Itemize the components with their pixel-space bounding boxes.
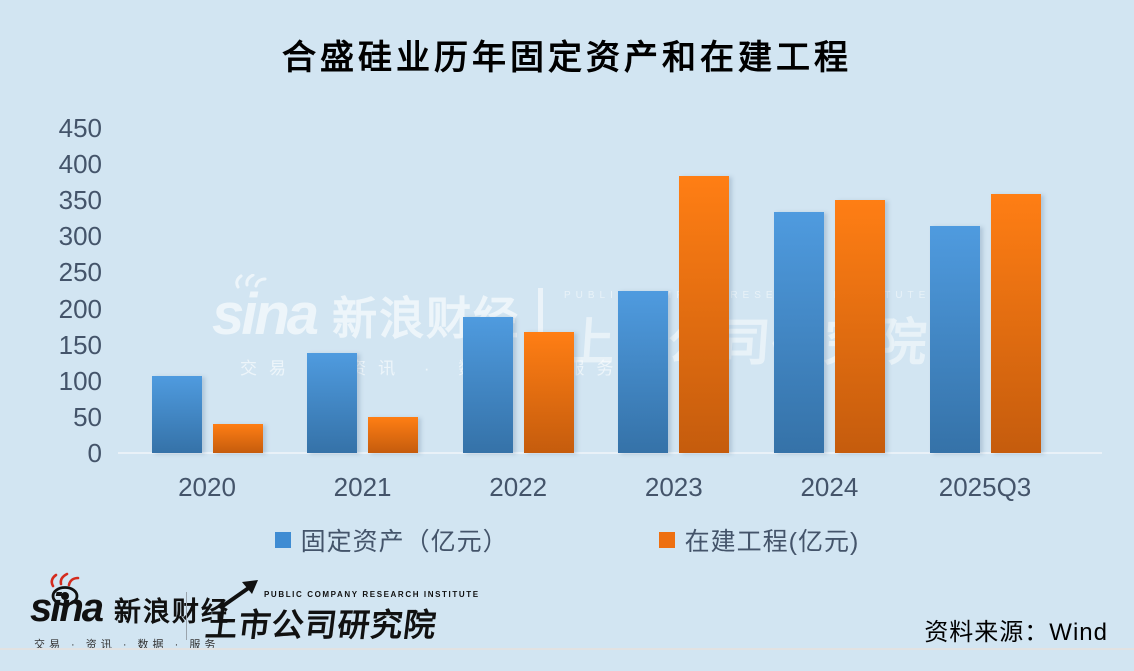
y-tick-50: 50 — [73, 401, 102, 432]
footer-institute-logo: PUBLIC COMPANY RESEARCH INSTITUTE 上市公司研究… — [204, 590, 480, 646]
bar-construction-2025Q3 — [990, 194, 1041, 453]
y-tick-400: 400 — [58, 149, 102, 180]
watermark-sina-wordmark: sina — [212, 282, 319, 347]
x-label-2020: 2020 — [178, 472, 236, 502]
bar-construction-2022 — [523, 331, 574, 453]
y-tick-300: 300 — [58, 221, 102, 252]
footer-rule — [0, 648, 1134, 650]
bar-construction-2020 — [212, 424, 263, 453]
y-tick-0: 0 — [87, 438, 102, 468]
sina-eye-icon — [235, 274, 267, 289]
legend-item-fixed-assets: 固定资产（亿元） — [274, 522, 509, 558]
chart-title: 合盛硅业历年固定资产和在建工程 — [282, 39, 852, 77]
watermark-institute: PUBLIC COMPANY RESEARCH INSTITUTE 上市公司研究… — [562, 290, 931, 375]
x-label-2023: 2023 — [644, 472, 703, 502]
watermark-institute-en: PUBLIC COMPANY RESEARCH INSTITUTE — [564, 290, 931, 301]
legend-label: 在建工程(亿元) — [684, 528, 860, 556]
legend-swatch-icon — [274, 532, 291, 548]
bar-construction-2024 — [834, 199, 885, 453]
y-tick-450: 450 — [58, 113, 102, 143]
bar-fixed-assets-2021 — [307, 353, 358, 453]
footer-divider — [186, 592, 187, 640]
watermark-divider — [538, 288, 543, 336]
x-label-2021: 2021 — [333, 472, 392, 502]
x-label-2022: 2022 — [489, 472, 548, 502]
footer: sina 新浪财经 交易 · 资讯 · 数据 · 服务 PUBLIC COMPA… — [0, 572, 1134, 671]
x-axis-line — [118, 452, 1102, 454]
bar-construction-2021 — [368, 416, 419, 453]
legend-item-construction: 在建工程(亿元) — [658, 522, 860, 558]
y-tick-350: 350 — [58, 185, 102, 216]
data-source: 资料来源：Wind — [924, 619, 1108, 646]
y-tick-200: 200 — [58, 293, 102, 324]
institute-arrow-icon — [218, 580, 258, 610]
bar-fixed-assets-2023 — [618, 291, 669, 453]
y-tick-250: 250 — [58, 257, 102, 288]
sina-eye-icon — [50, 572, 80, 606]
x-label-2025Q3: 2025Q3 — [938, 472, 1032, 502]
bar-fixed-assets-2020 — [151, 376, 202, 453]
x-label-2024: 2024 — [800, 472, 859, 502]
bar-fixed-assets-2025Q3 — [929, 226, 980, 453]
footer-sina-cn: 新浪财经 — [114, 597, 231, 627]
y-tick-150: 150 — [58, 329, 102, 360]
bar-fixed-assets-2022 — [462, 317, 513, 453]
bar-fixed-assets-2024 — [773, 211, 824, 453]
legend-label: 固定资产（亿元） — [300, 528, 509, 556]
footer-institute-en: PUBLIC COMPANY RESEARCH INSTITUTE — [264, 590, 480, 599]
legend-swatch-icon — [658, 532, 675, 548]
y-tick-100: 100 — [58, 365, 102, 396]
legend: 固定资产（亿元） 在建工程(亿元) — [0, 522, 1134, 558]
bar-construction-2023 — [679, 176, 730, 453]
